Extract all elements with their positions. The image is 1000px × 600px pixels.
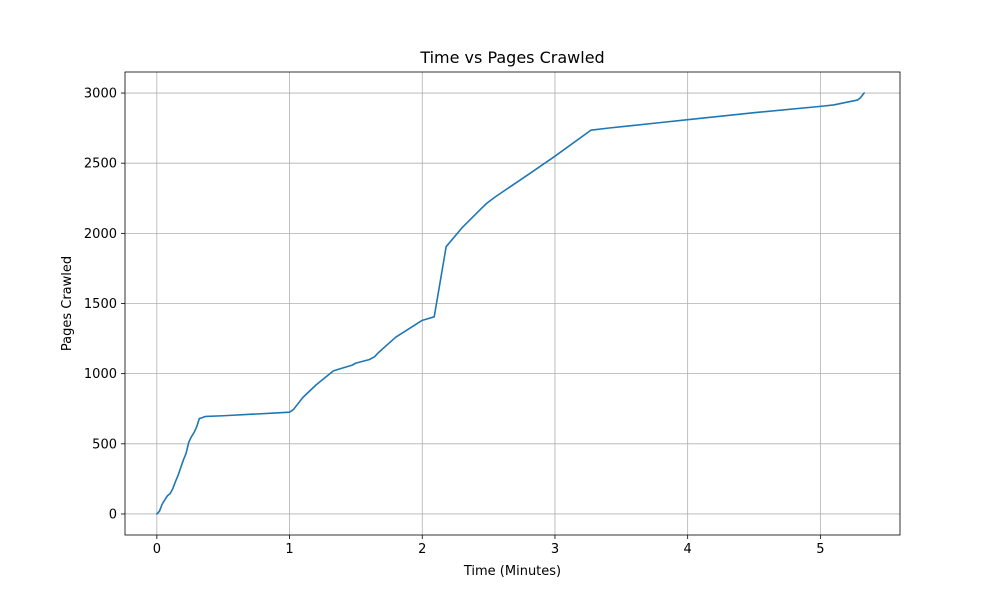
chart-title: Time vs Pages Crawled bbox=[419, 48, 604, 67]
y-tick-label: 3000 bbox=[84, 87, 117, 102]
series-line bbox=[156, 92, 865, 515]
y-tick-label: 1000 bbox=[84, 367, 117, 382]
grid-lines bbox=[125, 72, 900, 535]
y-tick-label: 500 bbox=[92, 437, 117, 452]
y-tick-label: 1500 bbox=[84, 297, 117, 312]
axis-ticks: 0 1 2 3 4 5 0 500 1000 1500 2000 2500 3000 bbox=[84, 87, 825, 557]
x-tick-label: 0 bbox=[153, 542, 161, 557]
x-tick-label: 2 bbox=[418, 542, 426, 557]
x-axis-title: Time (Minutes) bbox=[463, 564, 561, 579]
x-tick-label: 5 bbox=[816, 542, 824, 557]
x-tick-label: 4 bbox=[684, 542, 692, 557]
x-tick-label: 3 bbox=[551, 542, 559, 557]
y-axis-title: Pages Crawled bbox=[60, 256, 75, 351]
series-layer bbox=[156, 92, 865, 515]
y-tick-label: 0 bbox=[109, 507, 117, 522]
y-tick-label: 2500 bbox=[84, 157, 117, 172]
y-tick-label: 2000 bbox=[84, 227, 117, 242]
x-tick-label: 1 bbox=[285, 542, 293, 557]
